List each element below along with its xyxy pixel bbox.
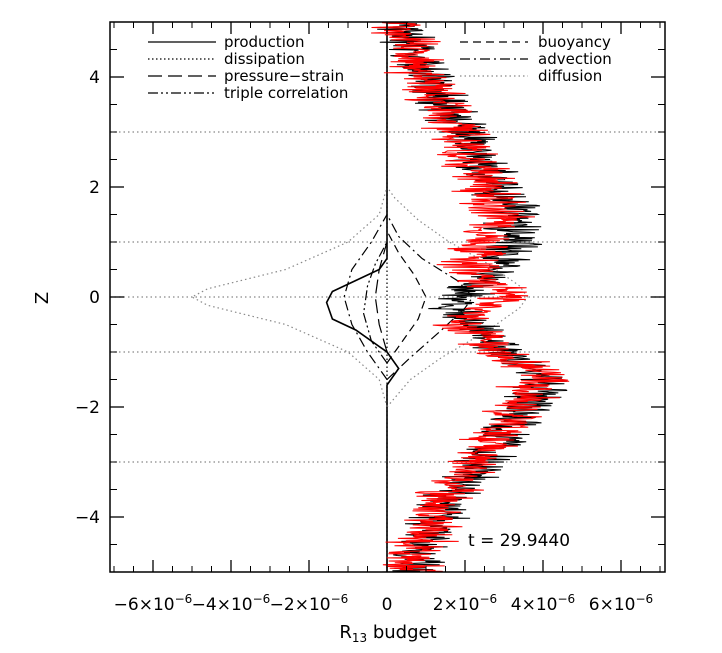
x-tick-label: −6×10−6	[114, 592, 193, 615]
axes: −6×10−6 −4×10−6 −2×10−6 0 2×10−6 4×10−6 6×10−6…	[75, 21, 665, 615]
series-line-pressure-strain	[374, 241, 388, 353]
y-tick-label: 2	[89, 178, 100, 198]
time-annotation: t = 29.9440	[468, 531, 570, 551]
legend-label: diffusion	[538, 67, 602, 85]
series-line-advection	[386, 214, 474, 380]
legend-label: production	[224, 33, 305, 51]
legend: productiondissipationpressure−straintrip…	[148, 33, 612, 102]
legend-label: dissipation	[224, 50, 305, 68]
y-tick-label: 4	[89, 68, 100, 88]
series-line-buoyancy	[386, 230, 427, 364]
x-tick-label: −2×10−6	[270, 592, 349, 615]
y-tick-label: −2	[75, 398, 100, 418]
x-tick-label: 2×10−6	[433, 592, 497, 615]
y-axis-title: Z	[32, 292, 53, 304]
legend-label: advection	[538, 50, 612, 68]
series-line-noisy	[371, 22, 570, 572]
legend-label: pressure−strain	[224, 67, 344, 85]
y-tick-label: 0	[89, 288, 100, 308]
legend-label: triple correlation	[224, 84, 348, 102]
legend-label: buoyancy	[538, 33, 611, 51]
x-tick-label: 4×10−6	[511, 592, 575, 615]
series-line-triple-correlation	[362, 241, 388, 364]
x-tick-label: 0	[382, 595, 393, 615]
series-line-diffusion	[386, 186, 529, 408]
x-tick-label: −4×10−6	[192, 592, 271, 615]
x-tick-label: 6×10−6	[589, 592, 653, 615]
data-curves	[190, 22, 570, 572]
x-axis-title: R13 budget	[339, 622, 436, 645]
y-tick-label: −4	[75, 508, 100, 528]
